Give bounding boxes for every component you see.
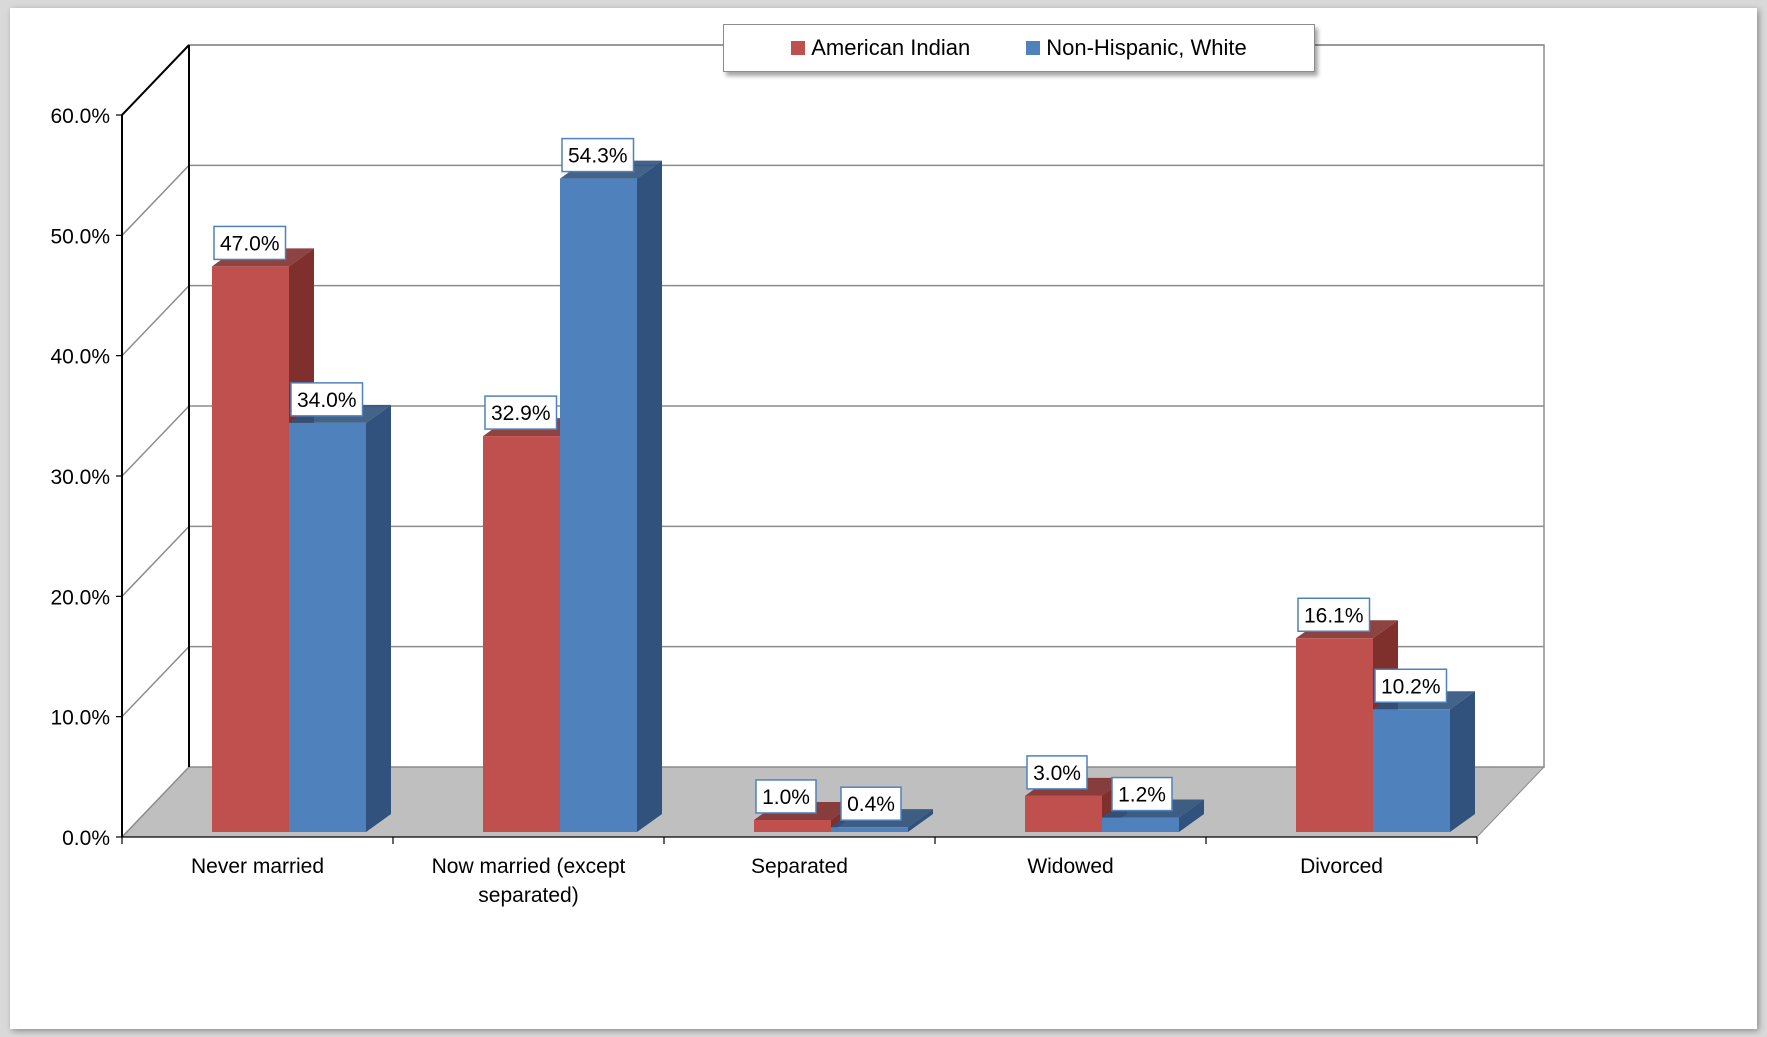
y-tick-label: 50.0% bbox=[50, 225, 110, 248]
data-label: 1.2% bbox=[1111, 776, 1173, 812]
data-label-box bbox=[1111, 776, 1173, 812]
legend-label-american-indian: American Indian bbox=[811, 35, 971, 60]
data-label: 32.9% bbox=[484, 395, 558, 430]
data-label: 47.0% bbox=[213, 225, 287, 261]
data-label-text: 1.0% bbox=[762, 786, 810, 809]
gridline-depth bbox=[121, 405, 190, 477]
bar bbox=[289, 404, 391, 832]
bar-front bbox=[289, 422, 366, 832]
gridline-depth bbox=[121, 285, 190, 357]
data-label-box bbox=[1297, 597, 1371, 633]
data-label: 0.4% bbox=[840, 786, 902, 821]
legend-entry-american-indian: American Indian bbox=[791, 35, 970, 61]
data-label-box bbox=[840, 786, 902, 821]
data-label: 16.1% bbox=[1297, 597, 1371, 633]
data-label-text: 54.3% bbox=[568, 145, 628, 168]
x-tick-label: Divorced bbox=[1300, 855, 1383, 878]
gridline-depth bbox=[121, 766, 190, 838]
data-labels: 47.0% 32.9% 1.0% 3.0% 16.1% 34.0% 54.3% 0.4% 1.2… bbox=[213, 137, 1448, 821]
x-axis-tick-labels: Never married Now married (except separate… bbox=[191, 855, 1383, 907]
bar bbox=[1373, 691, 1475, 832]
y-tick-label: 60.0% bbox=[50, 105, 110, 128]
bar-front bbox=[483, 436, 560, 832]
bar-side bbox=[908, 809, 933, 832]
data-label-box bbox=[755, 779, 817, 814]
bar-front bbox=[1373, 709, 1450, 832]
data-label-box bbox=[1026, 755, 1088, 790]
legend-swatch-american-indian bbox=[791, 41, 806, 55]
data-label-box bbox=[1374, 668, 1448, 704]
x-tick-label: Now married (except bbox=[432, 855, 626, 878]
bar-chart: 0.0% 10.0% 20.0% 30.0% 40.0% 50.0% 60.0% Never… bbox=[50, 44, 1546, 907]
data-label: 1.0% bbox=[755, 779, 817, 814]
chart-frame: 0.0% 10.0% 20.0% 30.0% 40.0% 50.0% 60.0% Never… bbox=[10, 8, 1757, 1029]
gridline-depth bbox=[121, 164, 190, 236]
bar-side bbox=[637, 160, 662, 833]
y-tick-label: 0.0% bbox=[62, 827, 110, 850]
y-tick-label: 40.0% bbox=[50, 346, 110, 369]
data-label-text: 32.9% bbox=[491, 402, 551, 425]
data-label-text: 34.0% bbox=[297, 389, 357, 412]
x-tick-label: Widowed bbox=[1027, 855, 1113, 878]
data-label-text: 16.1% bbox=[1304, 604, 1364, 627]
data-label-box bbox=[290, 382, 364, 417]
data-label-text: 47.0% bbox=[220, 232, 280, 255]
y-axis-tick-labels: 0.0% 10.0% 20.0% 30.0% 40.0% 50.0% 60.0% bbox=[50, 105, 110, 850]
gridline-depth bbox=[121, 646, 190, 718]
y-tick-label: 10.0% bbox=[50, 707, 110, 730]
bar-front bbox=[560, 178, 637, 833]
x-tick-label: separated) bbox=[478, 884, 578, 907]
bar-front bbox=[1296, 638, 1373, 832]
data-label-box bbox=[213, 225, 287, 261]
bar-front bbox=[1102, 817, 1179, 832]
data-label: 34.0% bbox=[290, 382, 364, 417]
bar-side bbox=[366, 404, 391, 832]
data-label-text: 10.2% bbox=[1381, 675, 1441, 698]
legend-swatch-non-hispanic-white bbox=[1026, 41, 1041, 55]
left-wall-top-edge bbox=[121, 44, 190, 116]
bar bbox=[560, 160, 662, 833]
data-label-box bbox=[561, 137, 635, 173]
y-tick-label: 20.0% bbox=[50, 586, 110, 609]
data-label-text: 1.2% bbox=[1118, 784, 1166, 807]
legend-entry-non-hispanic-white: Non-Hispanic, White bbox=[1026, 35, 1247, 61]
bar-front bbox=[754, 819, 831, 832]
bar-front bbox=[212, 266, 289, 832]
bars bbox=[212, 160, 1475, 833]
axes bbox=[116, 44, 1478, 844]
data-label: 10.2% bbox=[1374, 668, 1448, 704]
legend: American Indian Non-Hispanic, White bbox=[723, 24, 1315, 72]
x-tick-label: Never married bbox=[191, 855, 324, 878]
bar-side bbox=[1450, 691, 1475, 832]
data-label: 54.3% bbox=[561, 137, 635, 173]
data-label-box bbox=[484, 395, 558, 430]
bar-front bbox=[831, 827, 908, 832]
data-label: 3.0% bbox=[1026, 755, 1088, 790]
bar-front bbox=[1025, 795, 1102, 832]
gridlines bbox=[121, 44, 1544, 838]
bar-side bbox=[1179, 799, 1204, 832]
x-tick-label: Separated bbox=[751, 855, 848, 878]
gridline-depth bbox=[121, 525, 190, 597]
y-tick-label: 30.0% bbox=[50, 466, 110, 489]
data-label-text: 0.4% bbox=[847, 793, 895, 816]
data-label-text: 3.0% bbox=[1033, 762, 1081, 785]
legend-label-non-hispanic-white: Non-Hispanic, White bbox=[1046, 35, 1247, 60]
